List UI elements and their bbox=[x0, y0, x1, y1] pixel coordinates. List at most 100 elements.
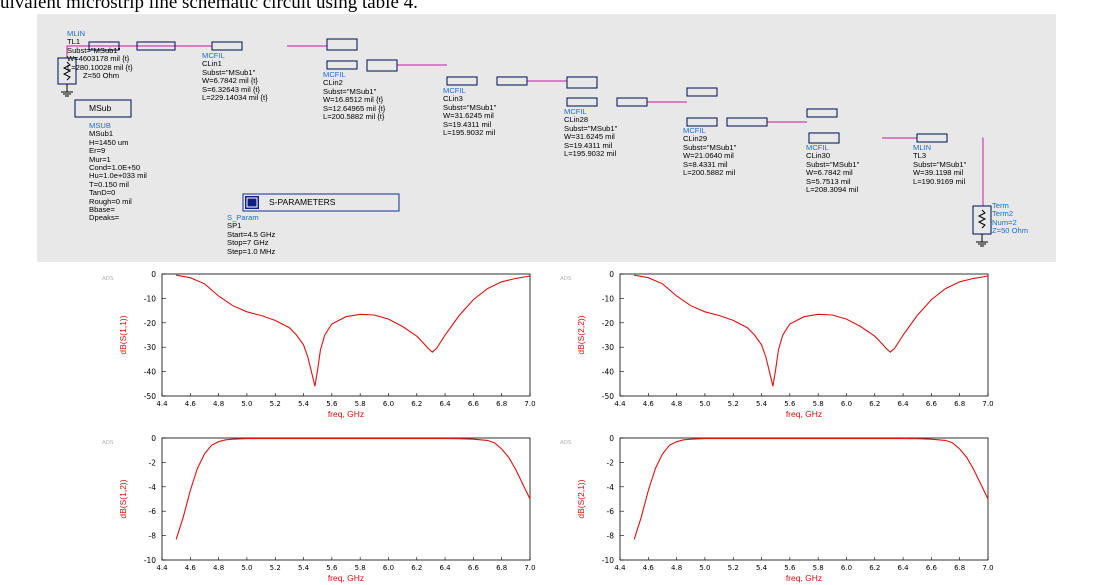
y-tick-label: 0 bbox=[609, 434, 614, 443]
y-tick-label: -40 bbox=[602, 368, 614, 377]
x-tick-label: 4.4 bbox=[614, 400, 626, 408]
x-tick-label: 5.8 bbox=[355, 564, 366, 572]
x-tick-label: 6.0 bbox=[841, 400, 852, 408]
y-tick-label: -30 bbox=[602, 343, 614, 352]
y-tick-label: -6 bbox=[149, 507, 157, 516]
x-tick-label: 4.6 bbox=[643, 400, 655, 408]
x-axis-label: freq, GHz bbox=[328, 573, 364, 583]
x-tick-label: 5.2 bbox=[270, 400, 281, 408]
x-tick-label: 6.8 bbox=[954, 564, 965, 572]
x-tick-label: 6.4 bbox=[898, 400, 910, 408]
y-tick-label: -4 bbox=[149, 483, 157, 492]
sparam-title[interactable]: S-PARAMETERS bbox=[269, 197, 336, 207]
clin28-label: MCFIL CLin28 Subst="MSub1" W=31.6245 mil… bbox=[564, 107, 618, 159]
ads-watermark: ADS bbox=[102, 440, 114, 446]
schematic-wires bbox=[57, 38, 992, 247]
y-tick-label: 0 bbox=[151, 270, 156, 279]
y-tick-label: -6 bbox=[607, 507, 615, 516]
series-line bbox=[634, 274, 989, 387]
x-tick-label: 5.0 bbox=[241, 400, 252, 408]
s21-chart-svg: ADS 4.4 4.6 4.8 5.0 5.2 5.4 5.6 5.8 6.0 6.2 6.4 6.6 6… bbox=[560, 434, 994, 583]
x-tick-label: 5.6 bbox=[326, 400, 338, 408]
x-tick-label: 6.0 bbox=[383, 400, 394, 408]
x-tick-label: 6.6 bbox=[468, 564, 480, 572]
schematic-canvas[interactable]: MLIN TL1 Subst="MSub1" W=4603178 mil {t}… bbox=[37, 14, 1056, 262]
x-tick-label: 5.8 bbox=[813, 400, 824, 408]
x-tick-label: 5.2 bbox=[270, 564, 281, 572]
x-tick-label: 6.6 bbox=[926, 400, 938, 408]
x-tick-label: 5.4 bbox=[298, 564, 310, 572]
x-tick-label: 4.4 bbox=[156, 400, 168, 408]
y-tick-label: -4 bbox=[607, 483, 615, 492]
x-tick-label: 5.4 bbox=[756, 564, 768, 572]
x-tick-label: 7.0 bbox=[982, 400, 993, 408]
clin3-label: MCFIL CLin3 Subst="MSub1" W=31.6245 mil … bbox=[443, 86, 497, 138]
term1-label: Z=50 Ohm bbox=[83, 71, 120, 80]
y-tick-label: -20 bbox=[602, 319, 614, 328]
series-line bbox=[176, 274, 531, 387]
x-tick-label: 4.8 bbox=[213, 400, 224, 408]
x-tick-label: 7.0 bbox=[524, 400, 535, 408]
x-tick-label: 4.6 bbox=[643, 564, 655, 572]
s11-chart-svg: ADS 4.4 4.6 4.8 5.0 5.2 5.4 5.6 5.8 6.0 6.2 6.4 6.6 6… bbox=[102, 270, 536, 419]
x-tick-label: 5.8 bbox=[355, 400, 366, 408]
x-tick-label: 6.4 bbox=[440, 564, 452, 572]
x-tick-label: 6.0 bbox=[841, 564, 852, 572]
clin2-label: MCFIL CLin2 Subst="MSub1" W=16.8512 mil … bbox=[323, 70, 386, 122]
x-tick-label: 5.6 bbox=[784, 400, 796, 408]
y-tick-label: -30 bbox=[144, 343, 156, 352]
x-tick-label: 6.0 bbox=[383, 564, 394, 572]
tl1-label: MLIN TL1 Subst="MSub1" W=4603178 mil {t}… bbox=[67, 29, 133, 72]
y-tick-label: -10 bbox=[144, 556, 156, 565]
plot-frame bbox=[619, 437, 989, 561]
x-tick-label: 5.4 bbox=[298, 400, 310, 408]
x-tick-label: 7.0 bbox=[982, 564, 993, 572]
y-tick-label: -8 bbox=[149, 532, 157, 541]
figure-caption: uivalent microstrip line schematic circu… bbox=[0, 0, 418, 13]
x-tick-label: 6.8 bbox=[954, 400, 965, 408]
x-tick-label: 6.4 bbox=[440, 400, 452, 408]
s12-chart-svg: ADS 4.4 4.6 4.8 5.0 5.2 5.4 5.6 5.8 6.0 6.2 6.4 6.6 6… bbox=[102, 434, 536, 583]
x-axis-label: freq, GHz bbox=[328, 409, 364, 419]
x-tick-label: 6.4 bbox=[898, 564, 910, 572]
y-tick-label: -2 bbox=[149, 458, 157, 467]
x-tick-label: 4.4 bbox=[156, 564, 168, 572]
x-tick-label: 5.0 bbox=[699, 400, 710, 408]
y-tick-label: 0 bbox=[609, 270, 614, 279]
msub-label: MSUB MSub1 H=1450 um Er=9 Mur=1 Cond=1.0… bbox=[89, 121, 147, 223]
x-tick-label: 6.8 bbox=[496, 564, 507, 572]
series-line bbox=[175, 438, 531, 540]
plot-s21: ADS 4.4 4.6 4.8 5.0 5.2 5.4 5.6 5.8 6.0 6.2 6.4 6.6 6… bbox=[548, 432, 1008, 584]
x-tick-label: 5.4 bbox=[756, 400, 768, 408]
x-tick-label: 5.2 bbox=[728, 564, 739, 572]
y-tick-label: -2 bbox=[607, 458, 615, 467]
plot-frame bbox=[161, 437, 531, 561]
x-tick-label: 5.0 bbox=[699, 564, 710, 572]
y-tick-label: -10 bbox=[144, 294, 156, 303]
y-tick-label: 0 bbox=[151, 434, 156, 443]
plot-s11: ADS 4.4 4.6 4.8 5.0 5.2 5.4 5.6 5.8 6.0 6.2 6.4 6.6 6… bbox=[90, 268, 550, 428]
y-axis-label: dB(S(2,2)) bbox=[576, 315, 586, 354]
x-tick-label: 6.6 bbox=[468, 400, 480, 408]
y-tick-label: -50 bbox=[602, 392, 614, 401]
x-tick-label: 5.8 bbox=[813, 564, 824, 572]
x-tick-label: 6.2 bbox=[411, 400, 422, 408]
x-tick-label: 7.0 bbox=[524, 564, 535, 572]
y-tick-label: -10 bbox=[602, 556, 614, 565]
clin1-label: MCFIL CLin1 Subst="MSub1" W=6.7842 mil {… bbox=[202, 51, 268, 103]
ads-watermark: ADS bbox=[560, 276, 572, 282]
plot-s12: ADS 4.4 4.6 4.8 5.0 5.2 5.4 5.6 5.8 6.0 6.2 6.4 6.6 6… bbox=[90, 432, 550, 584]
s22-chart-svg: ADS 4.4 4.6 4.8 5.0 5.2 5.4 5.6 5.8 6.0 6.2 6.4 6.6 6… bbox=[560, 270, 994, 419]
x-tick-label: 6.2 bbox=[869, 564, 880, 572]
y-tick-label: -50 bbox=[144, 392, 156, 401]
x-tick-label: 6.6 bbox=[926, 564, 938, 572]
plot-frame bbox=[161, 273, 531, 397]
ads-watermark: ADS bbox=[102, 276, 114, 282]
plot-s22: ADS 4.4 4.6 4.8 5.0 5.2 5.4 5.6 5.8 6.0 6.2 6.4 6.6 6… bbox=[548, 268, 1008, 428]
msub-box-label[interactable]: MSub bbox=[89, 103, 112, 113]
x-tick-label: 6.2 bbox=[869, 400, 880, 408]
x-tick-label: 5.6 bbox=[326, 564, 338, 572]
y-axis-label: dB(S(1,2)) bbox=[118, 479, 128, 518]
y-tick-label: -20 bbox=[144, 319, 156, 328]
x-tick-label: 4.4 bbox=[614, 564, 626, 572]
